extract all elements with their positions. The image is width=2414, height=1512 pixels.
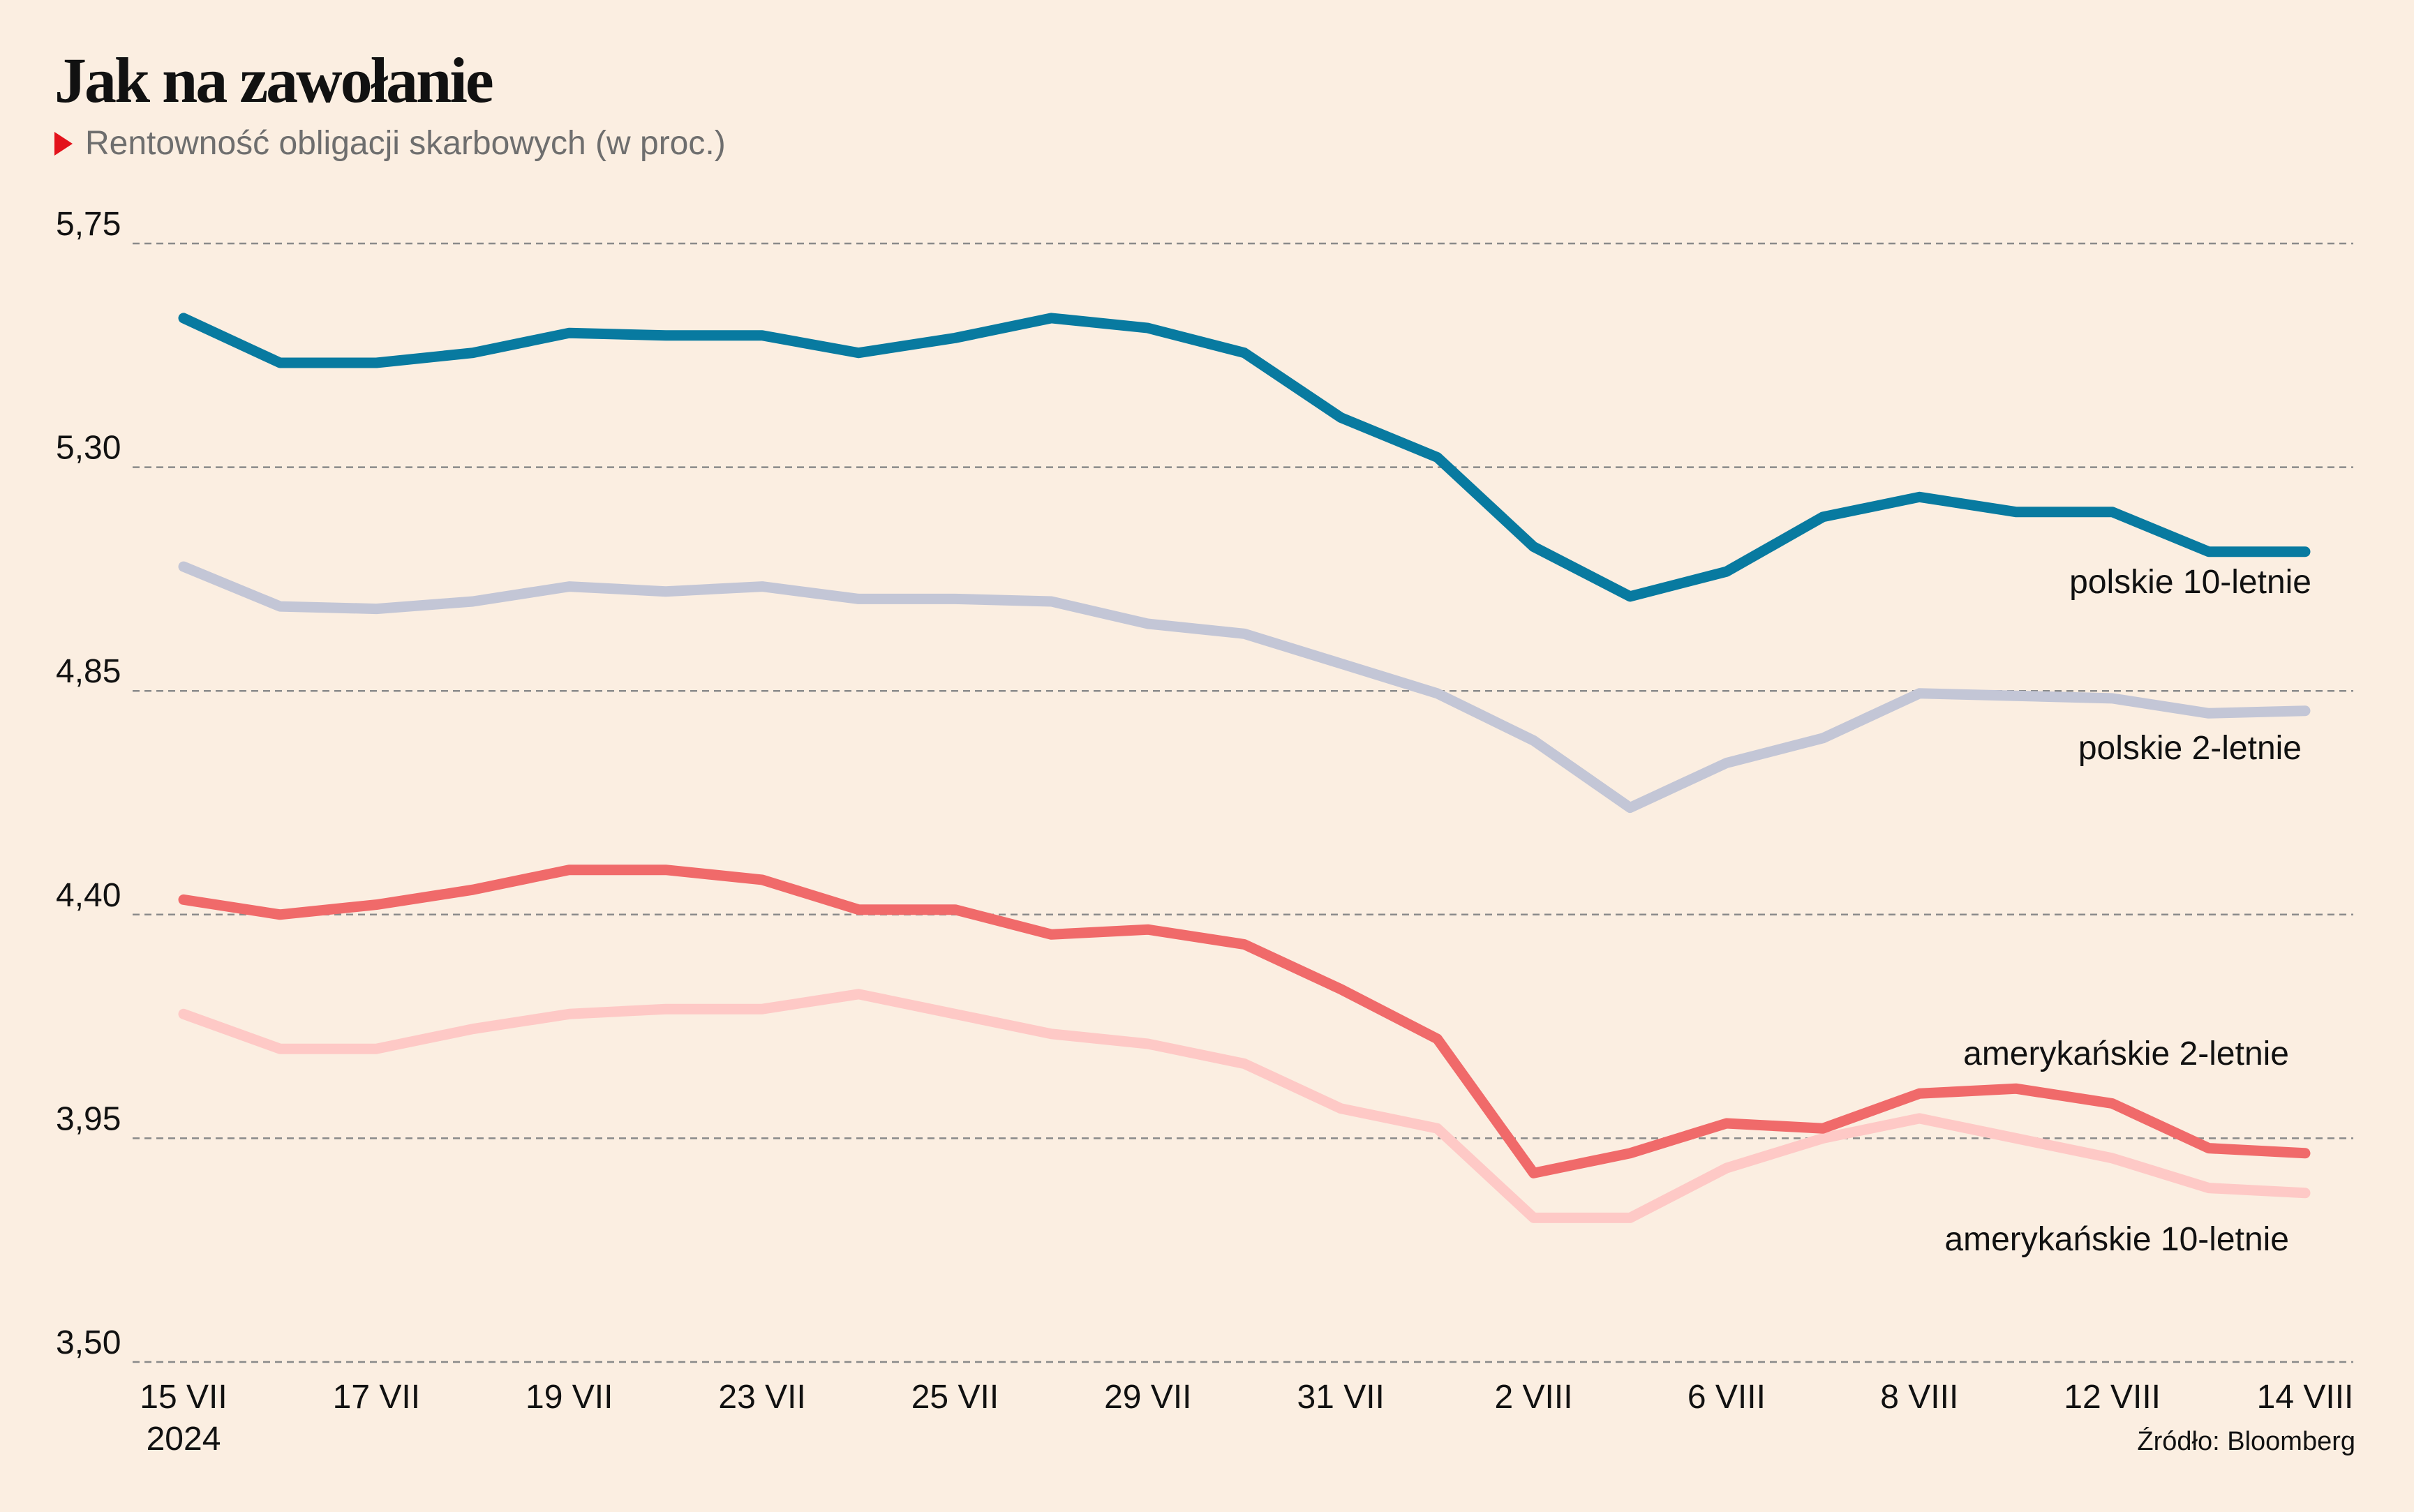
x-tick-label: 29 VII — [1104, 1379, 1191, 1416]
x-tick-label: 25 VII — [911, 1379, 999, 1416]
series-labels: polskie 10-letnie polskie 2-letnie ameryka… — [1944, 564, 2311, 1258]
x-tick-sublabel: 2024 — [147, 1421, 221, 1458]
x-tick-label: 19 VII — [526, 1379, 613, 1416]
triangle-marker-icon — [54, 131, 73, 156]
y-tick-label: 3,50 — [56, 1324, 121, 1361]
y-tick-label: 4,85 — [56, 653, 121, 690]
grid-lines — [133, 242, 2353, 1363]
x-tick-label: 14 VIII — [2257, 1379, 2354, 1416]
x-tick-label: 6 VIII — [1687, 1379, 1766, 1416]
chart-title: Jak na zawołanie — [54, 45, 494, 116]
series-line-3 — [178, 989, 2311, 1223]
y-tick-label: 5,75 — [56, 206, 121, 243]
series-line-2 — [178, 864, 2311, 1178]
x-tick-label: 23 VII — [718, 1379, 805, 1416]
x-tick-label: 2 VIII — [1495, 1379, 1573, 1416]
x-tick-label: 12 VIII — [2064, 1379, 2161, 1416]
series-line-1 — [178, 561, 2311, 814]
series-label: amerykańskie 2-letnie — [1963, 1035, 2289, 1072]
subtitle-text: Rentowność obligacji skarbowych (w proc.… — [85, 125, 726, 162]
y-axis-ticks: 5,75 5,30 4,85 4,40 3,95 3,50 — [56, 206, 121, 1361]
series-line-0 — [178, 313, 2311, 602]
x-tick-label: 8 VIII — [1880, 1379, 1958, 1416]
series-label: polskie 2-letnie — [2078, 730, 2302, 767]
series-lines — [178, 313, 2311, 1223]
x-tick-label: 17 VII — [333, 1379, 420, 1416]
x-tick-label: 31 VII — [1297, 1379, 1384, 1416]
series-label: amerykańskie 10-letnie — [1944, 1221, 2289, 1258]
y-tick-label: 3,95 — [56, 1100, 121, 1137]
x-axis-ticks: 15 VII 2024 17 VII 19 VII 23 VII 25 VII 29 VII… — [140, 1379, 2353, 1458]
chart-subtitle: Rentowność obligacji skarbowych (w proc.… — [54, 124, 726, 163]
series-label: polskie 10-letnie — [2069, 564, 2311, 601]
y-tick-label: 4,40 — [56, 877, 121, 914]
x-tick-label: 15 VII — [140, 1379, 227, 1416]
source-note: Źródło: Bloomberg — [2137, 1426, 2355, 1456]
y-tick-label: 5,30 — [56, 430, 121, 467]
